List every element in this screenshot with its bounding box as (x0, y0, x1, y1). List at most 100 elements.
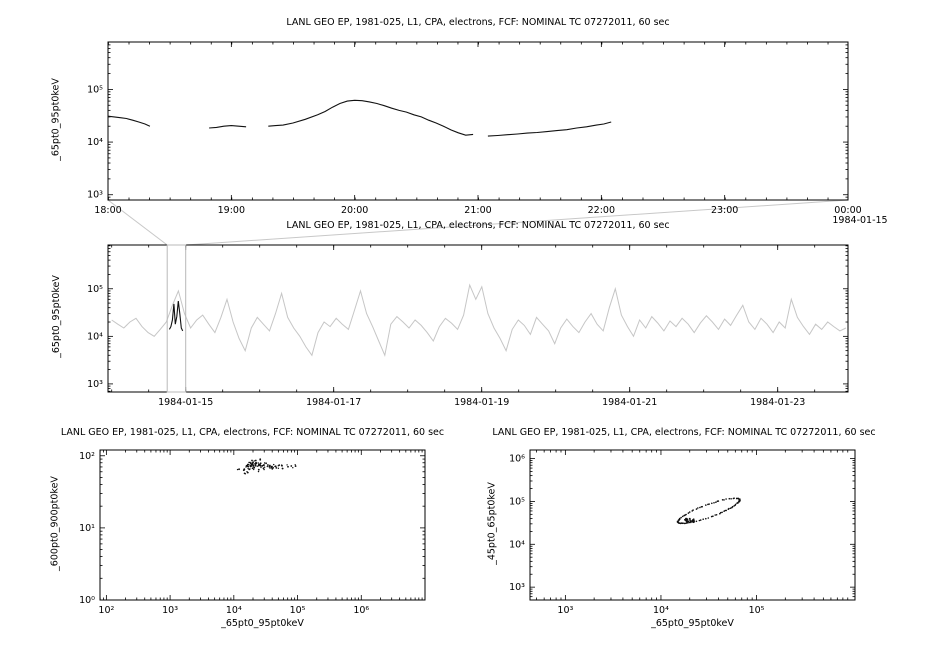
x-tick-label: 00:00 (834, 205, 861, 216)
scatter-point (252, 461, 255, 464)
scatter-point (249, 461, 251, 464)
scatter-point (287, 465, 289, 468)
scatter-point (273, 463, 275, 466)
loop-point (711, 502, 713, 505)
y-tick-label: 10¹ (79, 523, 95, 534)
loop-point (695, 508, 698, 510)
y-tick-label: 10³ (87, 379, 103, 390)
scatter-point (292, 467, 294, 469)
x-tick-label: 19:00 (218, 205, 245, 216)
x-tick-label: 10⁶ (353, 605, 369, 616)
y-tick-label: 10⁴ (87, 137, 103, 148)
scatter-point (253, 466, 255, 468)
y-tick-label: 10³ (509, 582, 525, 593)
scatter-point (257, 470, 260, 473)
x-tick-label: 1984-01-19 (454, 397, 509, 408)
scatter-point (255, 461, 257, 464)
scatter-point (236, 468, 239, 471)
scatter-point (281, 464, 283, 466)
date-label: 1984-01-15 (832, 215, 888, 226)
scatter-point (275, 467, 278, 469)
scatter-point (257, 462, 259, 464)
scatter-point (238, 468, 241, 471)
loop-point (719, 511, 722, 514)
x-tick-label: 10⁵ (290, 605, 306, 616)
x-tick-label: 23:00 (711, 205, 738, 216)
y-tick-label: 10⁵ (87, 84, 103, 95)
loop-point (725, 498, 727, 500)
y-tick-label: 10⁵ (509, 496, 525, 507)
plot-frame (99, 449, 426, 601)
scatter-point (290, 465, 293, 467)
panel-title-scatter-left: LANL GEO EP, 1981-025, L1, CPA, electron… (60, 427, 445, 438)
x-tick-label: 10⁴ (226, 605, 242, 616)
panel-title-top: LANL GEO EP, 1981-025, L1, CPA, electron… (286, 17, 670, 28)
loop-point (731, 505, 734, 508)
scatter-point (243, 468, 246, 470)
scatter-point (259, 458, 261, 460)
panel-title-overview: LANL GEO EP, 1981-025, L1, CPA, electron… (286, 220, 670, 231)
loop-point (732, 497, 735, 500)
panel-scatter-left: 10² 10³ 10⁴ 10⁵ 10⁶ 10⁰ 10¹ 10² (79, 449, 426, 616)
loop-point (680, 516, 682, 519)
series-line (268, 99, 474, 136)
scatter-point (254, 463, 256, 465)
x-tick-label: 1984-01-15 (158, 397, 213, 408)
scatter-point (271, 465, 273, 468)
x-tick-label: 18:00 (94, 205, 121, 216)
scatter-point (252, 464, 255, 467)
series-line (168, 301, 184, 332)
scatter-point (244, 473, 247, 475)
loop-point (728, 507, 730, 510)
loop-point (700, 506, 703, 508)
scatter-point (251, 467, 254, 470)
scatter-point (253, 460, 255, 462)
y-axis-label-scatter-right: _45pt0_65pt0keV (486, 482, 498, 565)
loop-point (705, 504, 707, 506)
zoom-connector-right (185, 199, 849, 246)
scatter-point (249, 468, 251, 470)
scatter-point (251, 465, 253, 467)
scatter-point (246, 471, 248, 473)
panel-title-scatter-right: LANL GEO EP, 1981-025, L1, CPA, electron… (492, 427, 876, 438)
loop-point (734, 503, 737, 506)
scatter-point (263, 468, 265, 471)
y-axis-label-scatter-left: _600pt0_900pt0keV (49, 476, 61, 571)
plot-frame (107, 41, 849, 201)
x-tick-label: 1984-01-17 (306, 397, 361, 408)
x-tick-label: 21:00 (464, 205, 491, 216)
loop-point (721, 499, 724, 501)
loop-point (725, 509, 727, 512)
loop-point (721, 511, 723, 514)
scatter-point (274, 465, 276, 468)
scatter-point (250, 464, 252, 466)
scatter-point (254, 464, 257, 467)
scatter-point (266, 465, 268, 468)
panel-scatter-right: 10³ 10⁴ 10⁵ 10³ 10⁴ 10⁵ 10⁶ (509, 449, 856, 616)
scatter-point (294, 465, 297, 467)
scatter-point (246, 463, 249, 466)
scatter-point (257, 468, 260, 471)
panel-overview-timeseries: 1984-01-15 1984-01-17 1984-01-19 1984-01-21… (87, 244, 849, 408)
knot-point (685, 517, 687, 520)
loop-point (710, 515, 713, 518)
x-axis-label-scatter-left: _65pt0_95pt0keV (221, 618, 304, 629)
plot-frame (529, 449, 856, 601)
x-tick-label: 10⁴ (653, 605, 669, 616)
loop-point (678, 519, 680, 522)
y-tick-label: 10⁵ (87, 284, 103, 295)
scatter-point (282, 467, 284, 470)
knot-point (686, 519, 688, 521)
scatter-point (247, 465, 250, 468)
y-tick-label: 10⁶ (509, 454, 525, 465)
scatter-point (248, 461, 250, 464)
knot-point (691, 520, 694, 523)
scatter-point (249, 466, 252, 468)
loop-point (723, 499, 725, 501)
scatter-point (247, 467, 249, 470)
scatter-point (260, 466, 262, 469)
loop-point (683, 522, 686, 525)
scatter-point (255, 463, 257, 465)
